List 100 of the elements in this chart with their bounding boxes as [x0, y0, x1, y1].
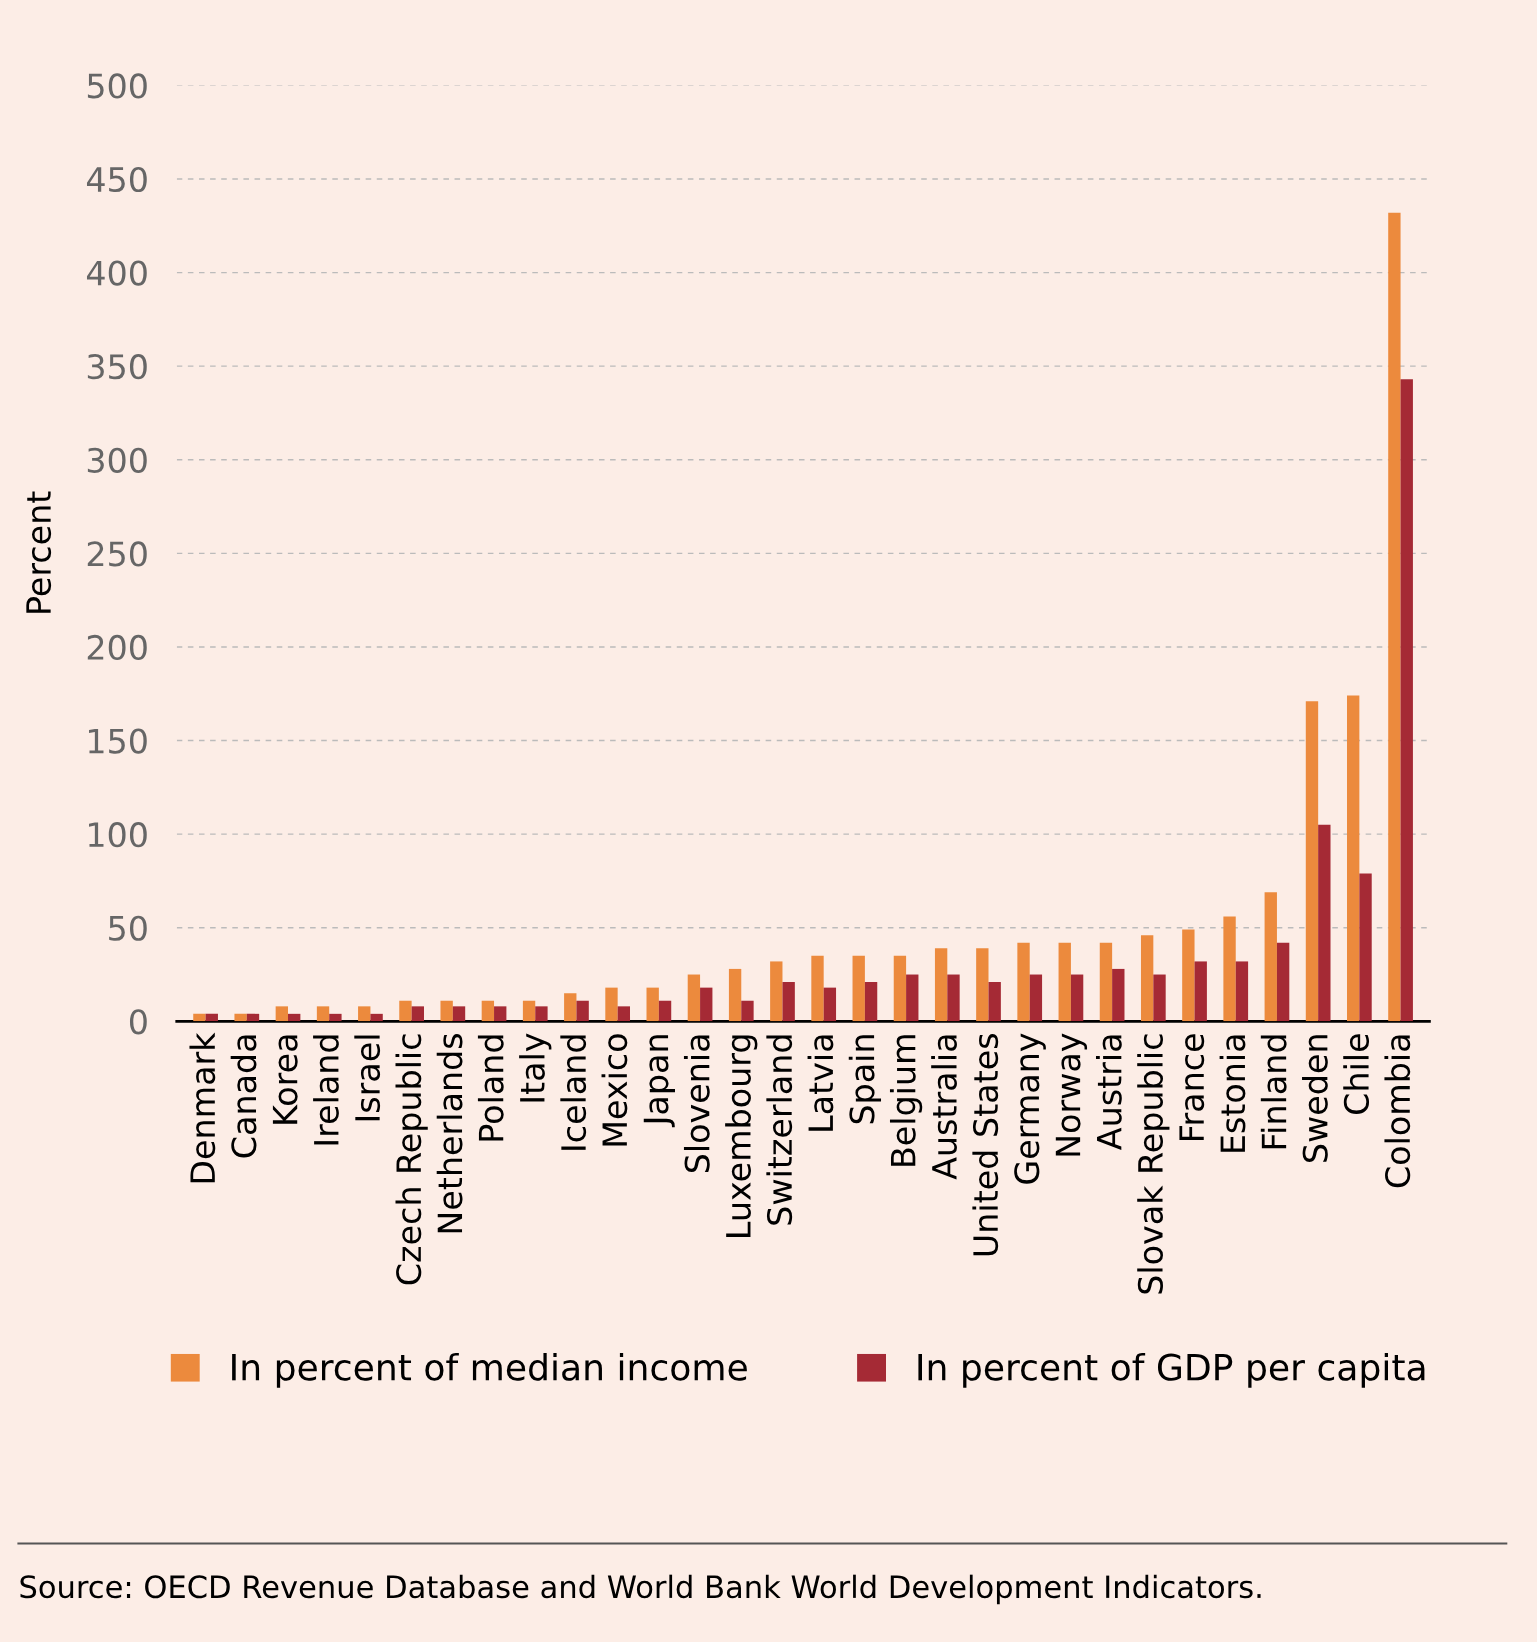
bar: [1305, 701, 1319, 1022]
x-tick-label: Colombia: [1384, 1035, 1411, 1188]
x-tick-label: Slovenia: [683, 1035, 710, 1173]
bar: [1099, 942, 1113, 1022]
x-tick-label: France: [1179, 1034, 1205, 1141]
bar: [852, 955, 865, 1022]
x-tick-label: Poland: [477, 1035, 504, 1141]
bar: [205, 1013, 218, 1022]
bar: [811, 955, 824, 1022]
bar: [1112, 968, 1125, 1022]
y-tick-label: 50: [109, 915, 147, 941]
bar: [782, 982, 795, 1022]
bar: [234, 1013, 247, 1022]
bar: [494, 1006, 507, 1022]
bar: [411, 1006, 424, 1022]
x-tick-label: Slovak Republic: [1137, 1034, 1170, 1294]
bar: [481, 1000, 495, 1022]
bar: [823, 987, 837, 1022]
bar: [440, 1000, 453, 1022]
y-tick-label: 450: [86, 166, 147, 193]
bar: [700, 987, 713, 1022]
y-tick-label: 400: [86, 260, 147, 286]
x-tick-label: Korea: [272, 1035, 298, 1124]
x-tick-label: Czech Republic: [395, 1034, 428, 1285]
y-tick-label: 350: [87, 354, 147, 380]
bar: [658, 1000, 672, 1022]
bar: [1400, 379, 1413, 1022]
y-tick-label: 200: [87, 634, 147, 661]
bar: [399, 1000, 412, 1022]
bar: [1140, 935, 1154, 1022]
bar: [1223, 916, 1236, 1022]
y-tick-label: 0: [129, 1009, 147, 1035]
bar: [728, 968, 742, 1022]
y-tick-label: 500: [87, 73, 147, 99]
source-note: Source: OECD Revenue Database and World Bank World Development Indicators.: [20, 1574, 1261, 1605]
x-tick-label: Luxembourg: [725, 1035, 758, 1237]
x-tick-label: Australia: [931, 1035, 957, 1180]
bar: [741, 1000, 754, 1022]
x-tick-label: Estonia: [1219, 1035, 1246, 1152]
bar: [976, 948, 989, 1022]
bar: [687, 974, 701, 1022]
bar: [617, 1006, 631, 1022]
x-tick-label: Italy: [519, 1033, 552, 1102]
x-tick-label: Spain: [848, 1035, 882, 1124]
bar: [452, 1006, 466, 1022]
bar: [1194, 961, 1207, 1022]
y-tick-label: 250: [87, 541, 147, 567]
bar: [947, 974, 960, 1022]
x-tick-label: Switzerland: [766, 1035, 793, 1225]
bar: [1070, 974, 1084, 1022]
bar: [193, 1013, 206, 1022]
bar: [316, 1006, 330, 1022]
x-tick-label: United States: [972, 1034, 999, 1256]
bar: [646, 987, 659, 1022]
x-tick-label: Germany: [1014, 1033, 1046, 1184]
y-tick-label: 100: [89, 822, 147, 848]
x-tick-label: Austria: [1096, 1035, 1122, 1150]
bar: [770, 961, 783, 1022]
x-tick-label: Canada: [230, 1035, 257, 1158]
y-tick-label: 150: [89, 728, 147, 754]
bar: [535, 1006, 548, 1022]
bar: [893, 955, 907, 1022]
x-tick-label: Netherlands: [436, 1034, 463, 1233]
x-tick-label: Norway: [1055, 1033, 1088, 1156]
bar: [1058, 942, 1071, 1022]
y-tick-label: 300: [87, 447, 147, 473]
bar: [1318, 824, 1331, 1022]
bar: [1017, 942, 1030, 1022]
bar: [564, 993, 577, 1022]
bar: [275, 1006, 289, 1022]
bar: [1347, 695, 1360, 1022]
x-tick-label: Japan: [643, 1035, 675, 1128]
bar: [358, 1006, 371, 1022]
bar: [864, 982, 878, 1022]
x-tick-label: Ireland: [313, 1035, 339, 1145]
bar: [1276, 942, 1290, 1022]
bar: [522, 1000, 536, 1022]
bar: [1182, 929, 1195, 1022]
bar: [1388, 212, 1401, 1022]
x-tick-label: Chile: [1343, 1034, 1370, 1114]
x-tick-label: Israel: [354, 1035, 381, 1121]
x-tick-label: Belgium: [889, 1035, 923, 1166]
bar: [1235, 961, 1249, 1022]
bar: [288, 1013, 301, 1022]
x-tick-label: Iceland: [560, 1035, 587, 1150]
bar: [906, 974, 919, 1022]
bar: [934, 948, 948, 1022]
bar: [1153, 974, 1166, 1022]
x-tick-label: Denmark: [189, 1032, 216, 1183]
bar: [1264, 892, 1277, 1022]
bar: [1359, 873, 1372, 1022]
bar: [988, 982, 1001, 1022]
x-tick-label: Sweden: [1302, 1035, 1328, 1162]
legend-label: In percent of median income: [232, 1352, 747, 1388]
bar: [605, 987, 618, 1022]
bar: [1029, 974, 1043, 1022]
x-tick-label: Finland: [1260, 1035, 1287, 1149]
legend-label: In percent of GDP per capita: [918, 1352, 1425, 1388]
x-tick-label: Latvia: [807, 1035, 834, 1131]
bar: [370, 1013, 383, 1022]
